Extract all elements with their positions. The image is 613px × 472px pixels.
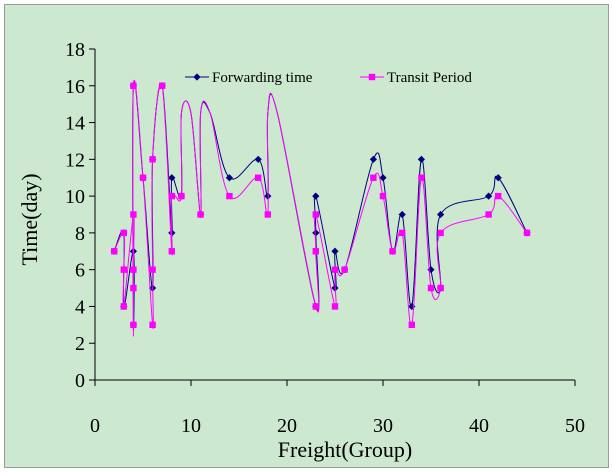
data-point xyxy=(130,82,137,89)
data-point xyxy=(130,321,137,329)
data-point xyxy=(226,192,233,200)
data-point xyxy=(427,266,435,274)
data-point xyxy=(130,266,137,273)
data-point xyxy=(149,266,156,273)
y-tick-label: 10 xyxy=(65,186,85,208)
y-tick-label: 16 xyxy=(65,76,85,98)
legend-label: Transit Period xyxy=(387,70,472,86)
data-point xyxy=(331,303,339,310)
legend-marker xyxy=(368,73,376,81)
legend-label: Forwarding time xyxy=(212,70,313,86)
x-tick-label: 0 xyxy=(90,415,100,437)
legend-marker xyxy=(193,73,201,81)
data-point xyxy=(111,248,118,255)
data-point xyxy=(379,192,387,200)
data-point xyxy=(312,303,319,310)
data-point xyxy=(437,229,444,237)
series-line xyxy=(113,79,528,337)
data-point xyxy=(389,248,396,255)
x-tick-label: 40 xyxy=(469,415,489,437)
series-line xyxy=(113,80,528,331)
axes: 0 2 4 6 8 10 12 14 16 18 0 10 20 30 40 50 xyxy=(65,39,585,437)
x-tick-label: 30 xyxy=(373,415,393,437)
data-point xyxy=(130,284,137,292)
x-tick-label: 10 xyxy=(181,415,201,437)
data-point xyxy=(398,210,406,219)
x-tick-label: 20 xyxy=(277,415,297,437)
series-transit-period xyxy=(111,79,531,337)
data-point xyxy=(168,174,176,182)
y-tick-label: 0 xyxy=(75,370,85,392)
chart-area: 0 2 4 6 8 10 12 14 16 18 0 10 20 30 40 50 Forwarding ti… xyxy=(4,4,609,468)
x-axis-title: Freight(Group) xyxy=(278,437,412,462)
data-point xyxy=(139,174,147,181)
data-point xyxy=(331,247,339,255)
y-tick-label: 8 xyxy=(75,223,85,245)
data-point xyxy=(341,266,348,273)
legend-entry: Forwarding time xyxy=(185,70,313,86)
data-point xyxy=(437,284,444,292)
data-point xyxy=(485,192,493,200)
data-point xyxy=(312,229,320,237)
data-point xyxy=(264,211,271,218)
data-point xyxy=(149,156,156,163)
data-point xyxy=(159,82,166,89)
data-point xyxy=(312,211,319,218)
data-point xyxy=(149,321,156,329)
data-point xyxy=(485,211,492,218)
data-point xyxy=(225,174,233,182)
data-point xyxy=(312,192,320,200)
data-point xyxy=(168,248,175,255)
y-tick-label: 12 xyxy=(65,149,85,171)
series-forwarding-time xyxy=(110,80,531,331)
data-point xyxy=(120,266,127,273)
data-point xyxy=(331,266,339,273)
data-point xyxy=(408,302,416,311)
data-point xyxy=(495,192,502,200)
data-point xyxy=(370,174,377,181)
legend: Forwarding time Transit Period xyxy=(185,70,472,86)
data-point xyxy=(197,211,204,218)
data-point xyxy=(494,174,502,182)
y-tick-label: 18 xyxy=(65,39,85,61)
y-tick-label: 2 xyxy=(75,333,85,355)
data-point xyxy=(408,321,415,329)
data-point xyxy=(120,229,127,237)
data-point xyxy=(178,192,185,200)
data-point xyxy=(120,303,127,310)
data-point xyxy=(254,155,262,163)
data-point xyxy=(369,155,377,163)
data-point xyxy=(417,155,425,163)
data-point xyxy=(523,229,531,237)
data-point xyxy=(437,210,445,219)
data-point xyxy=(379,174,387,182)
data-point xyxy=(255,174,262,181)
line-chart: 0 2 4 6 8 10 12 14 16 18 0 10 20 30 40 50 Forwarding ti… xyxy=(17,39,585,462)
y-axis-title: Time(day) xyxy=(17,173,42,265)
y-tick-label: 14 xyxy=(65,113,85,135)
data-point xyxy=(418,174,425,181)
series-layer xyxy=(110,79,531,337)
x-tick-label: 50 xyxy=(565,415,585,437)
data-point xyxy=(130,211,137,218)
legend-entry: Transit Period xyxy=(360,70,472,86)
data-point xyxy=(312,248,319,255)
data-point xyxy=(168,192,175,200)
data-point xyxy=(427,284,435,292)
data-point xyxy=(399,229,406,237)
y-tick-label: 6 xyxy=(75,260,85,282)
y-tick-label: 4 xyxy=(75,296,85,318)
